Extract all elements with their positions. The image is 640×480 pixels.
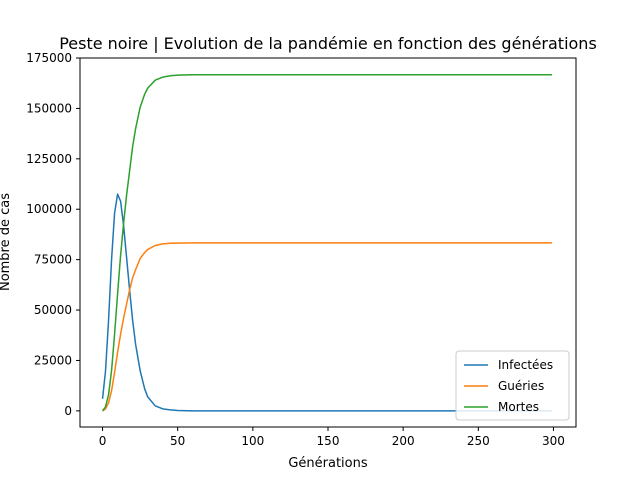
x-tick-label-6: 300 xyxy=(542,434,565,448)
series-line-0 xyxy=(101,193,552,412)
y-tick-label-0: 0 xyxy=(64,404,72,418)
plot-area xyxy=(101,73,552,412)
y-tick-label-2: 50000 xyxy=(34,303,72,317)
legend-box xyxy=(455,350,570,421)
x-tick-label-2: 100 xyxy=(241,434,264,448)
x-tick-label-5: 250 xyxy=(467,434,490,448)
x-axis-label: Générations xyxy=(288,456,368,471)
y-tick-label-6: 150000 xyxy=(26,101,72,115)
y-tick-label-7: 175000 xyxy=(26,51,72,65)
chart-title: Peste noire | Evolution de la pandémie e… xyxy=(59,34,597,53)
y-axis-label: Nombre de cas xyxy=(0,193,13,291)
series-line-2 xyxy=(101,73,552,412)
legend-label-1: Guéries xyxy=(498,379,544,393)
series-line-1 xyxy=(102,242,552,412)
x-tick-label-0: 0 xyxy=(99,434,107,448)
legend-label-0: Infectées xyxy=(498,358,553,372)
y-tick-label-3: 75000 xyxy=(34,253,72,267)
x-tick-label-4: 200 xyxy=(392,434,415,448)
y-tick-label-4: 100000 xyxy=(26,202,72,216)
x-tick-label-3: 150 xyxy=(317,434,340,448)
y-tick-label-5: 125000 xyxy=(26,152,72,166)
y-tick-label-1: 25000 xyxy=(34,353,72,367)
axis-ticks: 0 50 100 150 200 250 300 0 25000 50000 75000 100000… xyxy=(26,51,565,448)
x-tick-label-1: 50 xyxy=(170,434,185,448)
legend: Infectées Guéries Mortes xyxy=(455,350,570,421)
legend-label-2: Mortes xyxy=(498,400,539,414)
